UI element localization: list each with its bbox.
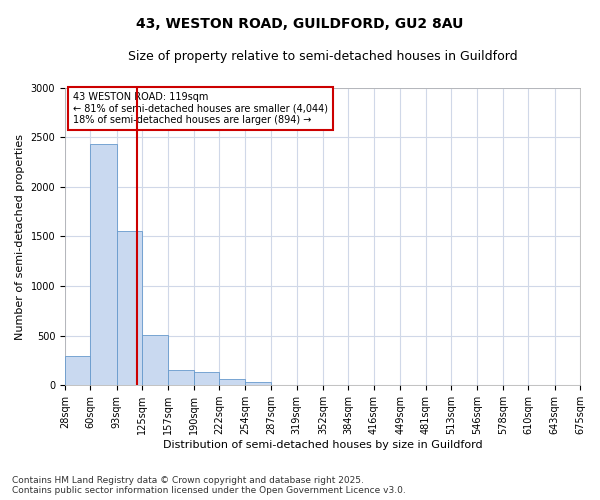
Y-axis label: Number of semi-detached properties: Number of semi-detached properties <box>15 134 25 340</box>
Text: 43 WESTON ROAD: 119sqm
← 81% of semi-detached houses are smaller (4,044)
18% of : 43 WESTON ROAD: 119sqm ← 81% of semi-det… <box>73 92 328 126</box>
Title: Size of property relative to semi-detached houses in Guildford: Size of property relative to semi-detach… <box>128 50 517 63</box>
Bar <box>142 334 168 385</box>
Bar <box>65 356 91 385</box>
Bar <box>220 380 245 385</box>
X-axis label: Distribution of semi-detached houses by size in Guildford: Distribution of semi-detached houses by … <box>163 440 482 450</box>
Text: Contains HM Land Registry data © Crown copyright and database right 2025.
Contai: Contains HM Land Registry data © Crown c… <box>12 476 406 495</box>
Bar <box>91 144 117 385</box>
Bar <box>245 382 271 385</box>
Bar <box>168 370 194 385</box>
Bar <box>194 372 220 385</box>
Text: 43, WESTON ROAD, GUILDFORD, GU2 8AU: 43, WESTON ROAD, GUILDFORD, GU2 8AU <box>136 18 464 32</box>
Bar <box>117 230 142 385</box>
